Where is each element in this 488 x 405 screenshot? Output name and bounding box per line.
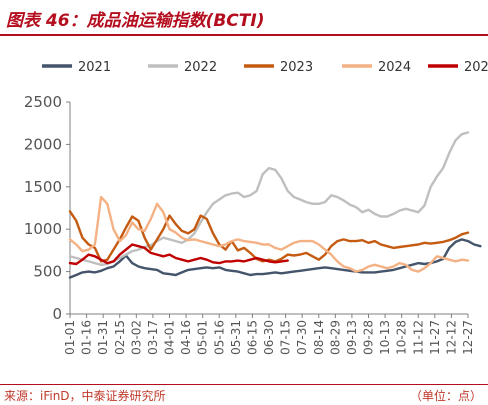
x-tick-label: 05-01 <box>196 320 210 355</box>
y-tick-label: 1000 <box>24 220 62 238</box>
x-tick-label: 05-31 <box>229 320 243 355</box>
y-tick-label: 0 <box>52 305 62 323</box>
legend: 2021 2022 2023 2024 2025 <box>42 60 488 75</box>
series-line-2024 <box>68 195 470 273</box>
x-tick-label: 01-01 <box>63 320 77 355</box>
chart-title: 图表 46：成品油运输指数(BCTI) <box>6 11 265 31</box>
source-note: 来源：iFinD，中泰证券研究所 <box>4 389 166 403</box>
x-tick-label: 11-12 <box>411 320 425 355</box>
x-tick-label: 07-15 <box>279 320 293 355</box>
chart-area: 2021 2022 2023 2024 2025 0 500 1000 1500 2000 250… <box>24 60 488 355</box>
legend-label-2021: 2021 <box>78 60 111 75</box>
x-tick-label: 01-31 <box>96 320 110 355</box>
y-tick-label: 500 <box>33 263 62 281</box>
y-tick-label: 2000 <box>24 135 62 153</box>
legend-label-2022: 2022 <box>184 60 217 75</box>
y-tick-label: 1500 <box>24 178 62 196</box>
x-tick-label: 04-16 <box>179 320 193 355</box>
x-axis: 01-01 01-16 01-31 02-15 03-02 03-17 04-01 04-16… <box>63 313 475 355</box>
x-tick-label: 09-13 <box>345 320 359 355</box>
x-tick-label: 10-28 <box>395 320 409 355</box>
x-tick-label: 03-17 <box>146 320 160 355</box>
legend-label-2024: 2024 <box>378 60 411 75</box>
legend-label-2025: 2025 <box>464 60 488 75</box>
x-tick-label: 11-27 <box>428 320 442 355</box>
footer-divider <box>0 384 488 385</box>
x-tick-label: 08-29 <box>328 320 342 355</box>
x-tick-label: 05-16 <box>212 320 226 355</box>
y-tick-label: 2500 <box>24 93 62 111</box>
x-tick-label: 02-15 <box>113 320 127 355</box>
series-line-2021 <box>68 238 482 279</box>
plot-lines <box>68 131 482 279</box>
title-bar: 图表 46：成品油运输指数(BCTI) <box>0 0 488 34</box>
unit-note: （单位：点） <box>409 389 482 403</box>
x-tick-label: 04-01 <box>163 320 177 355</box>
x-tick-label: 06-30 <box>262 320 276 355</box>
series-line-2025 <box>68 243 289 266</box>
x-tick-label: 12-12 <box>444 320 458 355</box>
x-tick-label: 08-14 <box>312 320 326 355</box>
x-tick-label: 06-15 <box>245 320 259 355</box>
title-divider <box>0 34 488 36</box>
x-tick-label: 03-02 <box>129 320 143 355</box>
x-tick-label: 10-13 <box>378 320 392 355</box>
legend-label-2023: 2023 <box>280 60 313 75</box>
x-tick-label: 12-27 <box>461 320 475 355</box>
x-tick-label: 09-28 <box>362 320 376 355</box>
x-tick-label: 07-30 <box>295 320 309 355</box>
y-axis: 0 500 1000 1500 2000 2500 <box>24 93 71 323</box>
series-line-2022 <box>68 131 470 267</box>
x-tick-label: 01-16 <box>80 320 94 355</box>
series-line-2023 <box>68 210 470 263</box>
